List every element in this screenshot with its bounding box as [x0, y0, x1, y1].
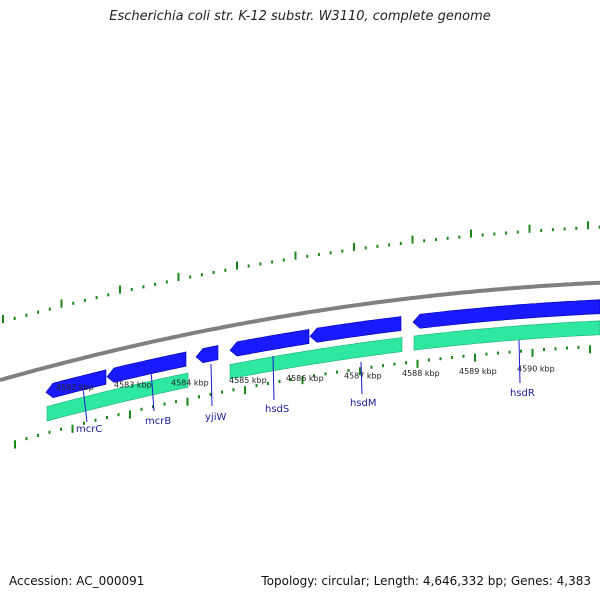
gene-leader-line: [150, 369, 155, 412]
kbp-label: 4584 kbp: [171, 378, 209, 387]
backbone-arc: [0, 280, 600, 383]
gene-label-mcrC[interactable]: mcrC: [76, 424, 102, 435]
outer-tick-ring: [2, 221, 600, 324]
accession-text: Accession: AC_000091: [9, 574, 145, 588]
gene-arrow: [309, 316, 402, 343]
gene-leader-line: [272, 355, 275, 401]
kbp-label: 4582 kbp: [56, 383, 94, 392]
gene-arrow: [229, 329, 310, 357]
green-feature-band: [413, 320, 600, 351]
kbp-label-group: 4582 kbp 4583 kbp 4584 kbp 4585 kbp 4586 kbp…: [56, 365, 555, 392]
blue-gene-track: [45, 299, 600, 399]
gene-arrow: [106, 351, 187, 383]
green-feature-band: [46, 372, 189, 422]
kbp-label: 4583 kbp: [114, 381, 152, 390]
gene-label-hsdM[interactable]: hsdM: [350, 398, 377, 409]
gene-leader-line: [360, 361, 363, 395]
kbp-label: 4590 kbp: [517, 365, 555, 374]
genome-backbone: [0, 280, 600, 383]
gene-leader-line: [82, 387, 88, 423]
inner-tick-ring: [14, 345, 591, 449]
genome-stats-text: Topology: circular; Length: 4,646,332 bp…: [261, 574, 591, 588]
kbp-label: 4589 kbp: [459, 367, 497, 376]
kbp-label: 4586 kbp: [286, 374, 324, 383]
gene-label-yjiW[interactable]: yjiW: [205, 412, 226, 423]
kbp-label: 4585 kbp: [229, 376, 267, 385]
gene-label-hsdR[interactable]: hsdR: [510, 388, 535, 399]
gene-arrow: [412, 299, 600, 329]
gene-leader-line: [518, 339, 521, 384]
gene-arrow: [45, 369, 107, 399]
genome-title: Escherichia coli str. K-12 substr. W3110…: [109, 9, 491, 24]
gene-label-hsdS[interactable]: hsdS: [265, 404, 289, 415]
kbp-label: 4587 kbp: [344, 372, 382, 381]
gene-arrow: [195, 345, 219, 364]
gene-leader-line: [210, 363, 213, 407]
gene-label-mcrB[interactable]: mcrB: [145, 416, 171, 427]
gene-label-group: mcrC mcrB yjiW hsdS hsdM hsdR: [76, 339, 535, 435]
kbp-label: 4588 kbp: [402, 369, 440, 378]
